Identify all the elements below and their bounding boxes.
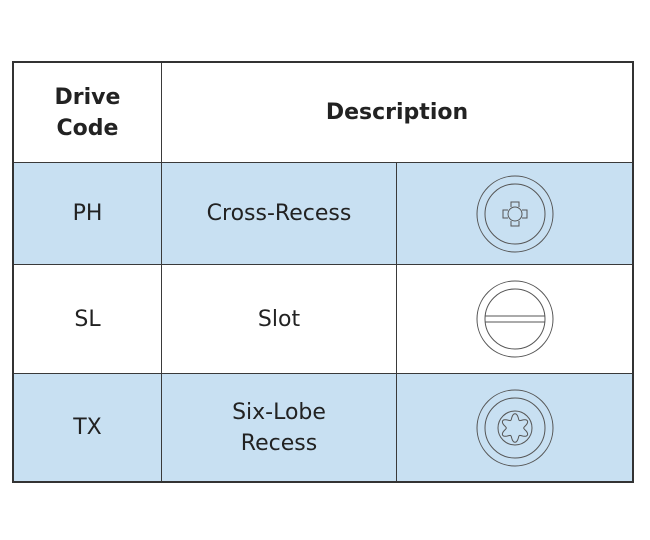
header-line: Code xyxy=(56,115,119,141)
description-cell: Cross-Recess xyxy=(161,162,397,265)
description-line: Recess xyxy=(240,430,318,456)
description-line: Six-Lobe xyxy=(232,399,326,425)
phillips-cross-recess-head-icon xyxy=(476,175,553,252)
icon-cell xyxy=(396,373,634,483)
slotted-head-icon xyxy=(476,280,553,358)
table-row: SL Slot xyxy=(12,264,634,374)
header-drive-code: Drive Code xyxy=(12,61,162,163)
header-row: Drive Code Description xyxy=(12,61,634,163)
header-description: Description xyxy=(161,61,634,163)
description-cell: Slot xyxy=(161,264,397,374)
torx-six-lobe-head-icon xyxy=(476,389,553,466)
table-row: PH Cross-Recess xyxy=(12,162,634,265)
header-line: Drive xyxy=(54,84,121,110)
description-cell: Six-Lobe Recess xyxy=(161,373,397,483)
drive-code-cell: SL xyxy=(12,264,162,374)
drive-code-cell: PH xyxy=(12,162,162,265)
icon-cell xyxy=(396,264,634,374)
icon-cell xyxy=(396,162,634,265)
drive-code-table: Drive Code Description PH Cross-Recess S… xyxy=(12,61,634,483)
drive-code-cell: TX xyxy=(12,373,162,483)
table-row: TX Six-Lobe Recess xyxy=(12,373,634,483)
